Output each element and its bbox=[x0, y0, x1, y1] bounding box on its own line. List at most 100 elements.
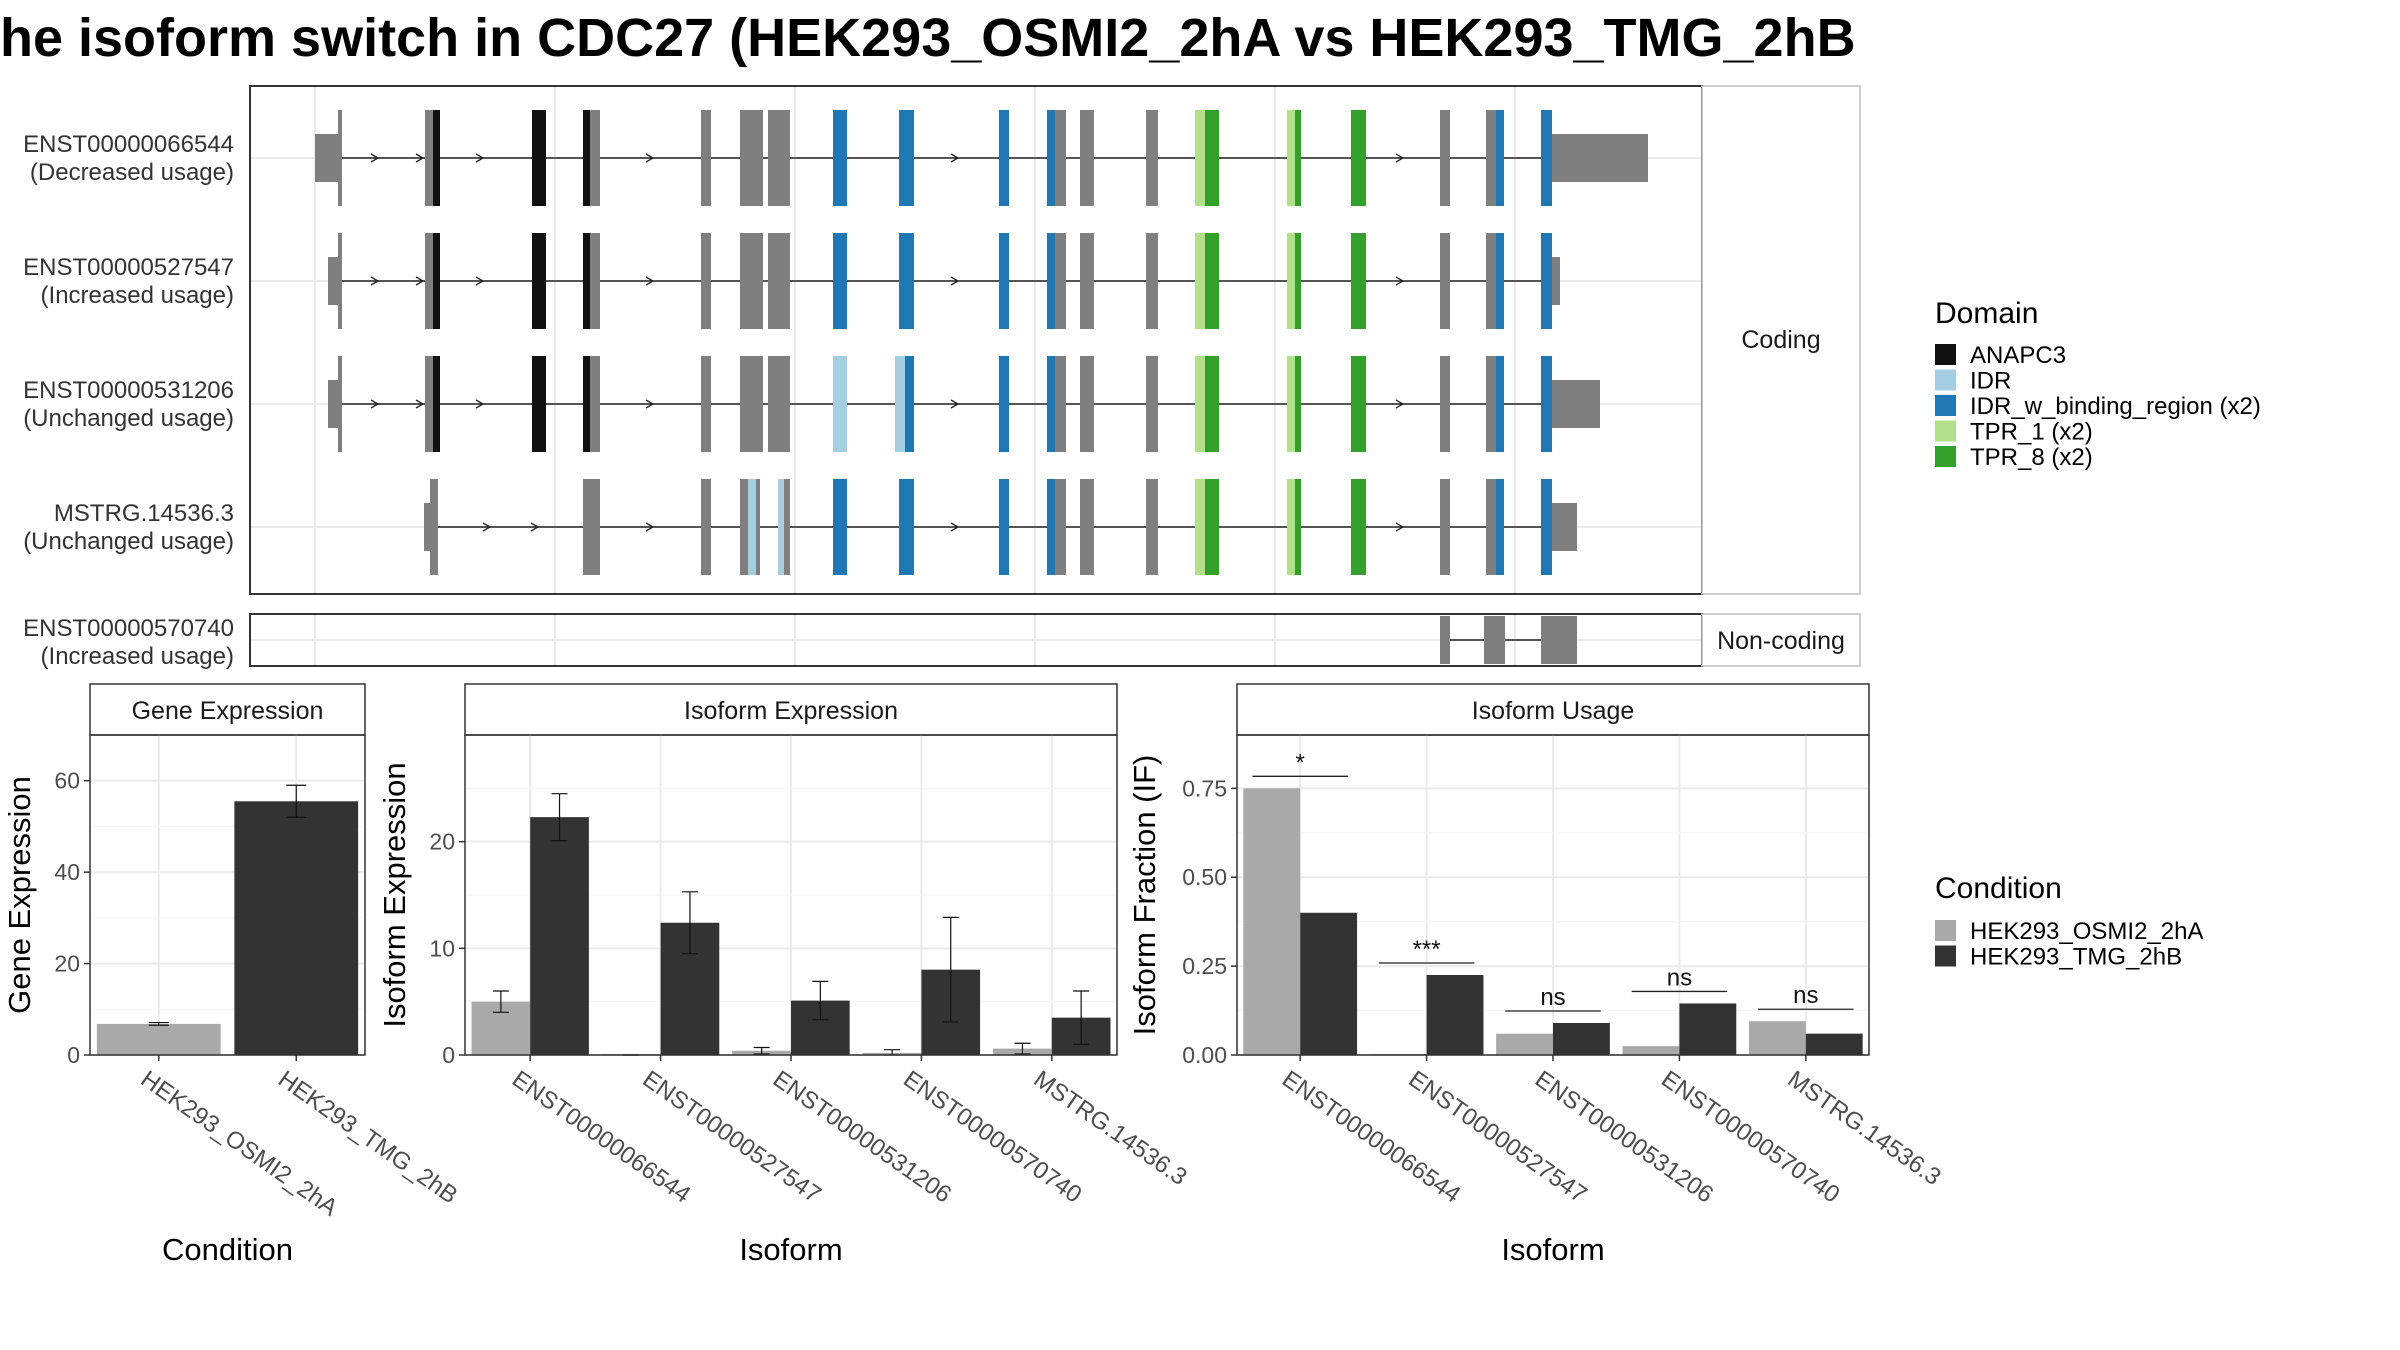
coding-strip bbox=[1701, 85, 1861, 595]
strand-arrow bbox=[950, 153, 960, 163]
y-tick-label: 20 bbox=[429, 829, 455, 855]
strand-arrow bbox=[370, 276, 380, 286]
bar bbox=[1496, 1033, 1553, 1055]
y-tick-label: 0.75 bbox=[1182, 775, 1227, 801]
coding-exon bbox=[1055, 356, 1066, 452]
bar bbox=[1748, 1021, 1806, 1055]
coding-exon bbox=[338, 356, 342, 452]
bar bbox=[1300, 912, 1358, 1055]
transcript-usage-label: (Unchanged usage) bbox=[23, 528, 234, 555]
domain-segment bbox=[999, 110, 1009, 206]
coding-exon bbox=[338, 233, 342, 329]
significance-label: ns bbox=[1667, 964, 1692, 991]
transcript-id-label: ENST00000066544 bbox=[23, 131, 234, 158]
y-tick-label: 0.50 bbox=[1182, 864, 1227, 890]
domain-segment bbox=[833, 110, 847, 206]
coding-exon bbox=[1080, 479, 1094, 575]
utr-exon bbox=[1552, 257, 1560, 305]
condition-legend-title: Condition bbox=[1935, 872, 2062, 905]
noncoding-strip bbox=[1701, 613, 1861, 667]
coding-exon bbox=[1146, 110, 1158, 206]
y-axis-title: Gene Expression bbox=[2, 776, 37, 1014]
transcript-structure-panel: Coding Non-coding ENST00000066544 (Decre… bbox=[23, 85, 1861, 670]
strand-arrow bbox=[475, 399, 485, 409]
coding-exon bbox=[756, 479, 760, 575]
y-tick-label: 10 bbox=[429, 935, 455, 961]
domain-segment bbox=[999, 479, 1009, 575]
y-tick-label: 0.25 bbox=[1182, 953, 1227, 979]
x-axis-title: Condition bbox=[162, 1232, 293, 1267]
strand-arrow bbox=[1395, 153, 1405, 163]
strand-arrow bbox=[645, 276, 655, 286]
domain-segment bbox=[433, 356, 440, 452]
domain-segment bbox=[1287, 110, 1295, 206]
condition-legend-label: HEK293_TMG_2hB bbox=[1970, 944, 2182, 971]
isoform-expression-chart: Isoform Expression01020ENST00000066544EN… bbox=[377, 683, 1192, 1267]
y-axis-title: Isoform Expression bbox=[377, 762, 412, 1027]
chart-strip bbox=[464, 683, 1118, 736]
y-axis-title: Isoform Fraction (IF) bbox=[1127, 755, 1162, 1036]
domain-segment bbox=[1195, 356, 1205, 452]
condition-legend-label: HEK293_OSMI2_2hA bbox=[1970, 918, 2203, 945]
transcript-usage-label: (Increased usage) bbox=[41, 282, 234, 309]
strand-arrow bbox=[370, 153, 380, 163]
strand-arrow bbox=[415, 153, 425, 163]
transcript-usage-label: (Decreased usage) bbox=[30, 159, 234, 186]
coding-exon bbox=[425, 356, 433, 452]
coding-exon bbox=[590, 356, 600, 452]
noncoding-strip-label: Non-coding bbox=[1717, 627, 1845, 655]
coding-exon bbox=[1486, 356, 1496, 452]
strand-arrow bbox=[645, 399, 655, 409]
coding-exon bbox=[701, 356, 711, 452]
coding-exon bbox=[425, 110, 433, 206]
domain-segment bbox=[1047, 110, 1055, 206]
noncoding-exon bbox=[1484, 616, 1505, 664]
coding-exon bbox=[740, 479, 748, 575]
utr-exon bbox=[328, 257, 338, 305]
domain-segment bbox=[905, 356, 914, 452]
utr-exon bbox=[1552, 503, 1577, 551]
coding-exon bbox=[756, 233, 763, 329]
chart-title: Isoform Expression bbox=[684, 697, 898, 725]
bar bbox=[1805, 1033, 1863, 1055]
domain-segment bbox=[895, 356, 905, 452]
significance-label: * bbox=[1296, 749, 1305, 776]
coding-exon bbox=[1055, 233, 1066, 329]
domain-segment bbox=[1496, 110, 1504, 206]
domain-legend-label: IDR_w_binding_region (x2) bbox=[1970, 393, 2261, 420]
coding-exon bbox=[1055, 479, 1066, 575]
domain-segment bbox=[433, 110, 440, 206]
coding-exon bbox=[583, 479, 600, 575]
domain-segment bbox=[1541, 479, 1552, 575]
domain-segment bbox=[899, 233, 914, 329]
domain-segment bbox=[833, 479, 847, 575]
coding-exon bbox=[701, 233, 711, 329]
transcript-usage-label: (Increased usage) bbox=[41, 643, 234, 670]
domain-segment bbox=[1287, 479, 1295, 575]
domain-legend-label: TPR_1 (x2) bbox=[1970, 419, 2093, 446]
coding-exon bbox=[1440, 479, 1450, 575]
coding-exon bbox=[768, 233, 790, 329]
coding-exon bbox=[768, 356, 790, 452]
strand-arrow bbox=[415, 276, 425, 286]
domain-segment bbox=[833, 233, 847, 329]
domain-segment bbox=[1496, 233, 1504, 329]
coding-exon bbox=[756, 356, 763, 452]
domain-legend-swatch bbox=[1935, 344, 1956, 365]
chart-strip bbox=[1236, 683, 1870, 736]
domain-segment bbox=[1195, 479, 1205, 575]
strand-arrow bbox=[415, 399, 425, 409]
domain-legend-swatch bbox=[1935, 446, 1956, 467]
bar bbox=[1622, 1046, 1680, 1055]
x-axis-title: Isoform bbox=[739, 1232, 842, 1267]
domain-segment bbox=[532, 356, 546, 452]
domain-segment bbox=[1351, 479, 1366, 575]
bar bbox=[234, 801, 359, 1055]
domain-segment bbox=[583, 233, 590, 329]
domain-segment bbox=[1496, 479, 1504, 575]
strand-arrow bbox=[950, 276, 960, 286]
